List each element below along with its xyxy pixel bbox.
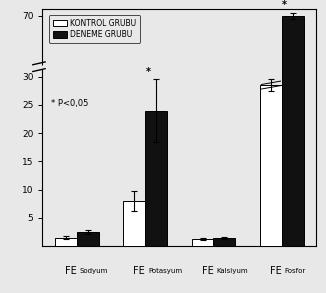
Text: *: *	[145, 67, 150, 76]
Bar	[55, 238, 77, 246]
Text: FE: FE	[65, 265, 77, 275]
Bar	[260, 85, 282, 246]
Text: Sodyum: Sodyum	[80, 268, 108, 274]
Text: Kalsiyum: Kalsiyum	[216, 268, 248, 274]
Bar	[123, 201, 145, 246]
Text: FE: FE	[270, 265, 282, 275]
Text: FE: FE	[133, 265, 145, 275]
Bar	[77, 232, 98, 246]
Bar	[214, 238, 235, 246]
Legend: KONTROL GRUBU, DENEME GRUBU: KONTROL GRUBU, DENEME GRUBU	[49, 15, 140, 43]
Bar	[282, 16, 304, 246]
Text: FE: FE	[202, 265, 214, 275]
Bar	[192, 239, 214, 246]
Text: Potasyum: Potasyum	[148, 268, 182, 274]
Text: * P<0,05: * P<0,05	[51, 99, 88, 108]
Text: Fosfor: Fosfor	[285, 268, 306, 274]
Text: *: *	[282, 0, 287, 10]
Bar	[145, 110, 167, 246]
